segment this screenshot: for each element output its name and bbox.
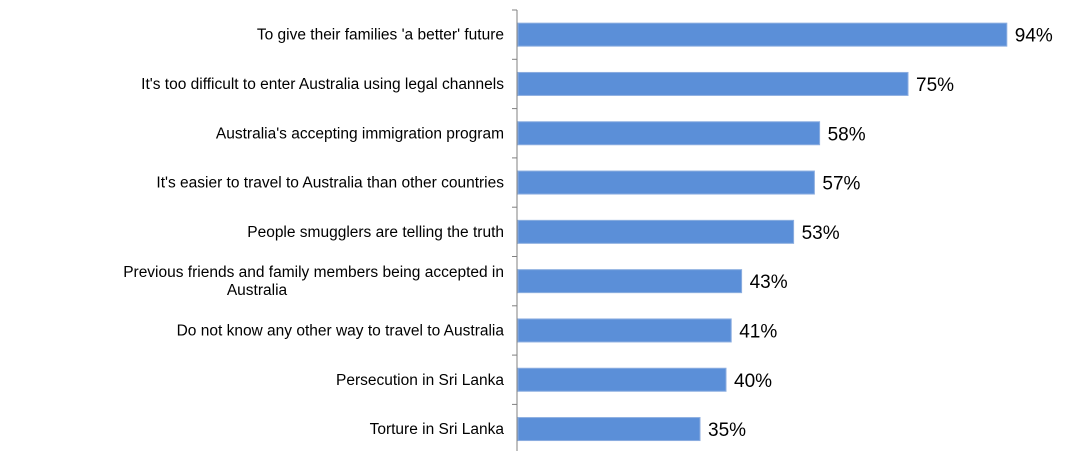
category-label: Australia's accepting immigration progra… bbox=[216, 125, 504, 142]
bar-value-label: 58% bbox=[828, 124, 866, 145]
category-label: It's too difficult to enter Australia us… bbox=[141, 76, 504, 93]
bar-value-label: 57% bbox=[822, 174, 860, 195]
bar-value-label: 41% bbox=[739, 321, 777, 342]
category-label: It's easier to travel to Australia than … bbox=[156, 175, 504, 192]
category-label: Persecution in Sri Lanka bbox=[336, 372, 504, 389]
bar-value-label: 75% bbox=[916, 75, 954, 96]
category-label: Previous friends and family members bein… bbox=[123, 264, 504, 299]
category-label: Do not know any other way to travel to A… bbox=[177, 322, 505, 339]
bar bbox=[517, 22, 1008, 47]
category-label: To give their families 'a better' future bbox=[257, 27, 504, 44]
bar bbox=[517, 318, 732, 343]
bar bbox=[517, 121, 821, 146]
category-label: Torture in Sri Lanka bbox=[370, 421, 505, 438]
labels-layer: 94% To give their families 'a better' fut… bbox=[123, 26, 1053, 441]
bars-layer bbox=[517, 22, 1008, 442]
bar-value-label: 53% bbox=[802, 223, 840, 244]
bar bbox=[517, 367, 727, 392]
bar bbox=[517, 417, 701, 442]
axis-layer bbox=[512, 9, 518, 451]
bar-value-label: 94% bbox=[1015, 26, 1053, 47]
bar bbox=[517, 170, 815, 195]
bar-value-label: 43% bbox=[750, 272, 788, 293]
bar bbox=[517, 71, 909, 96]
bar-value-label: 40% bbox=[734, 371, 772, 392]
bar-value-label: 35% bbox=[708, 420, 746, 441]
bar bbox=[517, 269, 743, 294]
bar bbox=[517, 219, 795, 244]
category-label: People smugglers are telling the truth bbox=[247, 224, 504, 241]
